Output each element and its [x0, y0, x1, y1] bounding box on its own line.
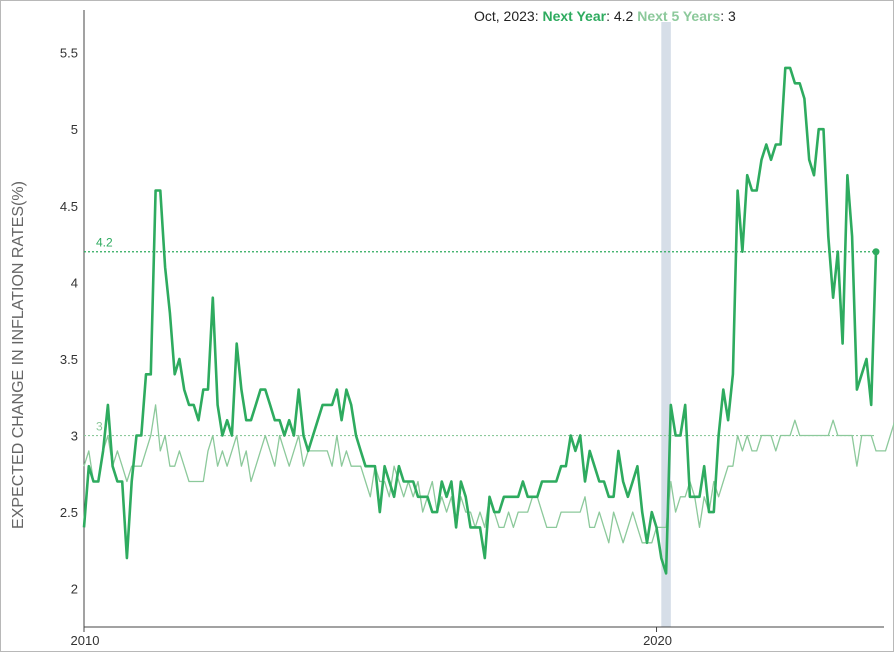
header-date: Oct, 2023	[474, 8, 535, 24]
y-tick-label: 4.5	[60, 199, 78, 214]
y-tick-label: 2	[71, 582, 78, 597]
chart-header: Oct, 2023: Next Year: 4.2 Next 5 Years: …	[474, 8, 736, 24]
series-line-next5	[83, 404, 894, 544]
y-tick-label: 3	[71, 429, 78, 444]
y-tick-label: 5	[71, 122, 78, 137]
reference-label-next-year: 4.2	[96, 236, 113, 250]
x-tick-label: 2020	[643, 633, 672, 648]
next5-label: Next 5 Years	[637, 8, 721, 24]
next5-value: 3	[728, 8, 736, 24]
latest-point-next-year	[872, 248, 880, 256]
next-year-label: Next Year	[542, 8, 607, 24]
next-year-value: 4.2	[613, 8, 634, 24]
y-tick-label: 5.5	[60, 46, 78, 61]
recession-band	[661, 22, 671, 627]
reference-label-next5: 3	[96, 420, 103, 434]
y-tick-label: 4	[71, 275, 78, 290]
y-tick-label: 2.5	[60, 505, 78, 520]
y-tick-label: 3.5	[60, 352, 78, 367]
x-tick-label: 2010	[71, 633, 100, 648]
series-line-next-year	[82, 66, 878, 575]
